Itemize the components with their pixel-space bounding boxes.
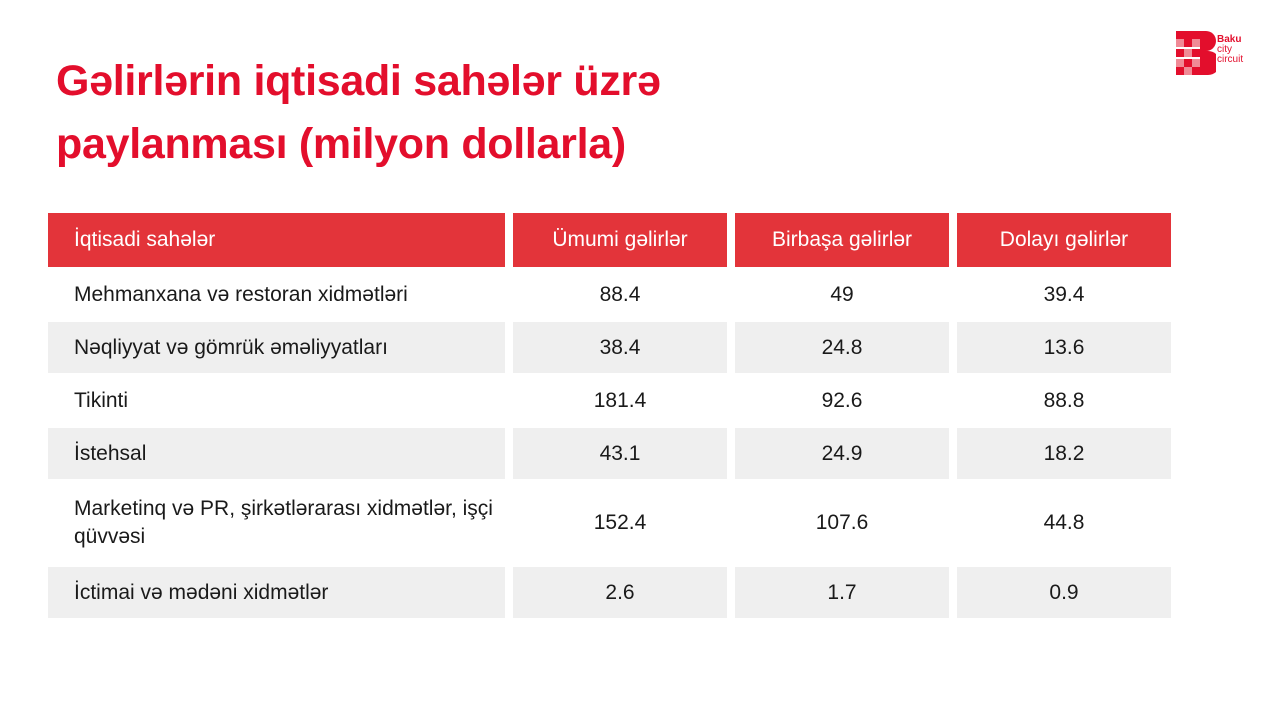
revenue-table: İqtisadi sahələr Ümumi gəlirlər Birbaşa …	[48, 213, 1171, 620]
total-cell: 38.4	[513, 322, 727, 373]
sector-cell: Mehmanxana və restoran xidmətləri	[74, 282, 408, 306]
direct-cell: 107.6	[815, 511, 869, 534]
indirect-cell: 18.2	[957, 428, 1171, 479]
indirect-cell: 44.8	[1043, 511, 1085, 534]
table-row: İctimai və mədəni xidmətlər 2.6 1.7 0.9	[48, 567, 1171, 618]
total-cell: 181.4	[593, 388, 647, 412]
table-row: Tikinti 181.4 92.6 88.8	[48, 375, 1171, 426]
column-header-direct: Birbaşa gəlirlər	[735, 213, 949, 267]
sector-cell: Marketinq və PR, şirkətlərarası xidmətlə…	[74, 497, 493, 548]
indirect-cell: 13.6	[957, 322, 1171, 373]
direct-cell: 24.8	[735, 322, 949, 373]
logo-word-circuit: circuit	[1217, 54, 1244, 65]
direct-cell: 1.7	[735, 567, 949, 618]
direct-cell: 49	[830, 282, 854, 306]
table-row: İstehsal 43.1 24.9 18.2	[48, 428, 1171, 479]
logo-word-baku: Baku	[1217, 34, 1242, 45]
total-cell: 88.4	[599, 282, 641, 306]
total-cell: 43.1	[513, 428, 727, 479]
total-cell: 2.6	[513, 567, 727, 618]
table-row: Mehmanxana və restoran xidmətləri 88.4 4…	[48, 269, 1171, 320]
logo-word-city: city	[1217, 44, 1232, 55]
table-row: Nəqliyyat və gömrük əməliyyatları 38.4 2…	[48, 322, 1171, 373]
column-header-indirect: Dolayı gəlirlər	[957, 213, 1171, 267]
baku-city-circuit-logo: Baku city circuit	[1176, 31, 1256, 75]
sector-cell: Nəqliyyat və gömrük əməliyyatları	[48, 322, 505, 373]
column-header-sector: İqtisadi sahələr	[48, 213, 505, 267]
indirect-cell: 88.8	[1043, 388, 1085, 412]
indirect-cell: 39.4	[1043, 282, 1085, 306]
total-cell: 152.4	[593, 511, 647, 534]
direct-cell: 24.9	[735, 428, 949, 479]
table-row: Marketinq və PR, şirkətlərarası xidmətlə…	[48, 481, 1171, 565]
indirect-cell: 0.9	[957, 567, 1171, 618]
sector-cell: Tikinti	[74, 388, 129, 412]
sector-cell: İctimai və mədəni xidmətlər	[48, 567, 505, 618]
baku-city-circuit-logo-mark	[1176, 31, 1216, 75]
table-header-row: İqtisadi sahələr Ümumi gəlirlər Birbaşa …	[48, 213, 1171, 267]
logo-wordmark: Baku city circuit	[1217, 35, 1243, 65]
page-title: Gəlirlərin iqtisadi sahələr üzrə paylanm…	[56, 57, 661, 168]
column-header-total: Ümumi gəlirlər	[513, 213, 727, 267]
direct-cell: 92.6	[821, 388, 863, 412]
sector-cell: İstehsal	[48, 428, 505, 479]
